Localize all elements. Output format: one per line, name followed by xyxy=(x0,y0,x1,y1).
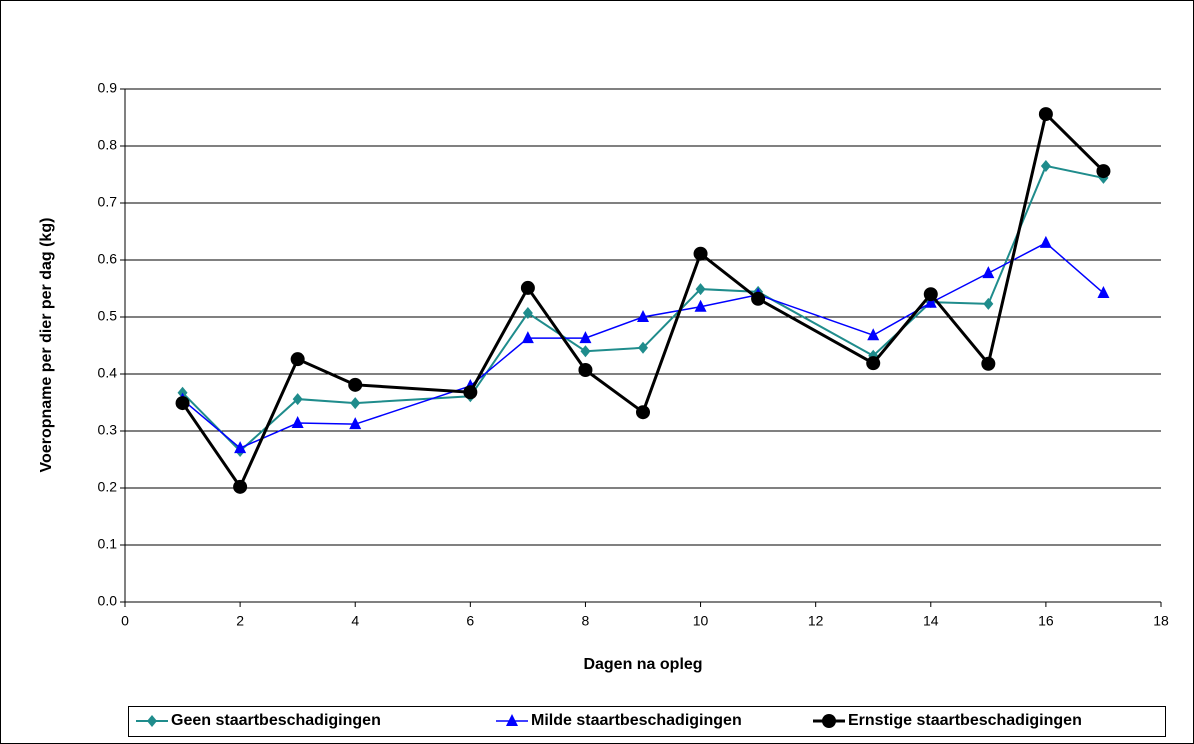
y-tick-label: 0.4 xyxy=(98,365,118,381)
marker xyxy=(290,352,305,367)
legend-marker xyxy=(147,715,157,727)
marker xyxy=(1097,286,1110,299)
x-tick-label: 18 xyxy=(1153,613,1169,629)
marker xyxy=(520,280,535,295)
y-tick-label: 0.2 xyxy=(98,479,118,495)
y-axis-title: Voeropname per dier per dag (kg) xyxy=(38,218,55,473)
marker xyxy=(175,396,190,411)
marker xyxy=(638,341,648,354)
legend-marker xyxy=(506,714,518,726)
marker xyxy=(636,405,650,420)
legend-label: Milde staartbeschadigingen xyxy=(531,712,742,729)
legend-label: Ernstige staartbeschadigingen xyxy=(848,712,1082,729)
marker xyxy=(695,283,706,296)
marker xyxy=(579,331,592,344)
y-tick-label: 0.6 xyxy=(98,251,118,267)
marker xyxy=(693,246,708,261)
marker xyxy=(924,295,937,308)
marker xyxy=(637,310,649,322)
legend-label: Geen staartbeschadigingen xyxy=(171,712,381,729)
x-tick-label: 16 xyxy=(1038,613,1054,629)
x-tick-label: 4 xyxy=(351,613,359,629)
y-tick-label: 0.7 xyxy=(98,194,118,210)
marker xyxy=(522,307,533,320)
marker xyxy=(923,287,938,302)
marker xyxy=(694,299,707,312)
marker xyxy=(1096,164,1111,179)
marker xyxy=(1039,235,1052,248)
x-tick-label: 0 xyxy=(121,613,129,629)
marker xyxy=(1038,107,1053,122)
marker xyxy=(982,266,995,279)
x-tick-label: 8 xyxy=(582,613,590,629)
marker xyxy=(867,328,880,341)
x-tick-label: 10 xyxy=(693,613,709,629)
y-tick-label: 0.9 xyxy=(98,80,118,96)
x-axis-title: Dagen na opleg xyxy=(583,656,702,673)
x-tick-label: 2 xyxy=(236,613,244,629)
marker xyxy=(291,416,304,429)
y-tick-label: 0.1 xyxy=(98,536,118,552)
y-tick-label: 0.5 xyxy=(98,308,118,324)
marker xyxy=(1040,159,1051,172)
marker xyxy=(578,363,593,378)
legend-box xyxy=(128,706,1166,737)
marker xyxy=(350,397,361,410)
x-tick-label: 6 xyxy=(466,613,474,629)
marker xyxy=(292,393,303,406)
marker xyxy=(981,356,996,371)
marker xyxy=(463,385,478,400)
x-tick-label: 12 xyxy=(808,613,824,629)
legend-marker xyxy=(822,714,836,728)
x-tick-label: 14 xyxy=(923,613,939,629)
marker xyxy=(349,417,362,430)
marker xyxy=(234,441,247,454)
marker xyxy=(580,345,591,358)
marker xyxy=(751,291,766,306)
marker xyxy=(983,297,994,310)
marker xyxy=(521,331,534,344)
marker xyxy=(233,479,248,494)
marker xyxy=(866,356,881,371)
marker xyxy=(348,377,363,392)
y-tick-label: 0.0 xyxy=(98,593,118,609)
y-tick-label: 0.8 xyxy=(98,137,118,153)
y-tick-label: 0.3 xyxy=(98,422,118,438)
